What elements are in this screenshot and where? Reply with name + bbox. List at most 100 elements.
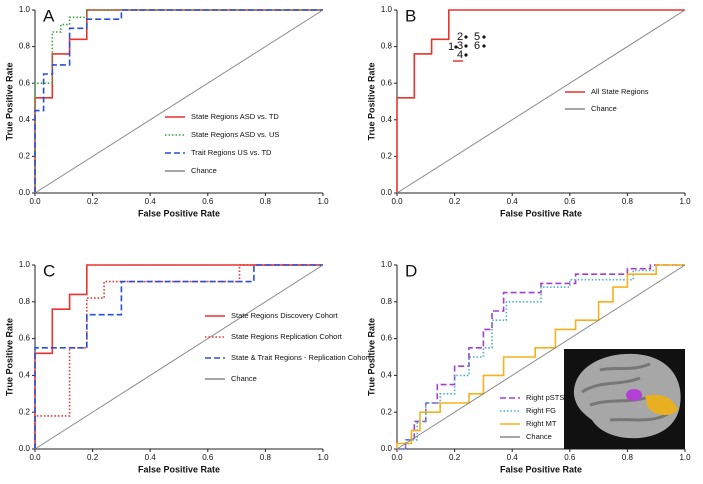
y-tick-label: 0.4: [19, 115, 31, 124]
roc-line: [396, 264, 686, 450]
panel: 0.0 0.2 0.4 0.6 0.8 1.0 0.0 0.2 0.4 0.6 0.8 1.0 Fals…: [366, 5, 691, 218]
panel: 0.0 0.2 0.4 0.6 0.8 1.0 0.0 0.2 0.4 0.6 0.8 1.0 Fals…: [4, 5, 329, 218]
roc-line: [396, 9, 685, 193]
x-tick-label: 0.8: [260, 453, 272, 462]
x-axis-label: False Positive Rate: [500, 464, 582, 474]
roc-line: [34, 264, 323, 449]
panel-label: A: [43, 6, 55, 25]
y-tick-label: 0.2: [19, 152, 31, 161]
legend-label: Chance: [591, 104, 617, 113]
x-tick-label: 0.4: [145, 453, 157, 462]
x-tick-label: 0.8: [260, 197, 272, 206]
annotation-dot: [454, 45, 458, 49]
y-tick-label: 0.6: [381, 78, 393, 87]
y-tick-label: 0.8: [381, 42, 393, 51]
legend-label: State Regions ASD vs. TD: [191, 112, 279, 121]
x-tick-label: 0.0: [29, 197, 41, 206]
y-tick-label: 0.4: [19, 371, 31, 380]
annotation: 3: [457, 40, 463, 52]
annotation: 4: [457, 49, 463, 61]
annotation-dot: [482, 44, 486, 48]
legend-label: Chance: [526, 432, 552, 441]
roc-line: [34, 264, 323, 449]
annotation: 5: [474, 31, 480, 43]
x-tick-label: 1.0: [317, 197, 329, 206]
annotation: 2: [457, 31, 463, 43]
y-tick-label: 0.2: [19, 407, 31, 416]
x-tick-label: 0.2: [87, 197, 99, 206]
y-tick-label: 1.0: [381, 260, 393, 269]
x-axis-label: False Positive Rate: [500, 208, 582, 218]
y-axis-label: True Positive Rate: [366, 62, 376, 140]
x-tick-label: 1.0: [679, 197, 691, 206]
roc-line: [34, 264, 324, 450]
legend-label: Right MT: [526, 419, 557, 428]
x-tick-label: 0.8: [622, 197, 634, 206]
panel-label: C: [43, 261, 55, 280]
roc-line: [396, 9, 686, 194]
y-tick-label: 0.0: [381, 188, 393, 197]
panel-label: B: [405, 6, 416, 25]
y-tick-label: 0.6: [381, 334, 393, 343]
y-axis-label: True Positive Rate: [4, 62, 14, 140]
legend-label: Right FG: [526, 406, 556, 415]
y-tick-label: 0.8: [19, 42, 31, 51]
x-tick-label: 1.0: [317, 453, 329, 462]
panel-label: D: [405, 261, 417, 280]
y-tick-label: 0.0: [19, 444, 31, 453]
y-tick-label: 0.2: [381, 152, 393, 161]
roc-line: [396, 264, 685, 449]
roc-line: [34, 264, 323, 449]
y-tick-label: 0.4: [381, 371, 393, 380]
annotation-dot: [482, 35, 486, 39]
annotation-dot: [464, 53, 468, 57]
x-tick-label: 0.2: [449, 197, 461, 206]
roc-line: [34, 9, 324, 194]
x-tick-label: 0.2: [449, 453, 461, 462]
y-tick-label: 0.2: [381, 407, 393, 416]
y-tick-label: 0.6: [19, 334, 31, 343]
x-tick-label: 0.8: [622, 453, 634, 462]
x-tick-label: 0.4: [145, 197, 157, 206]
legend-label: All State Regions: [591, 87, 649, 96]
legend-label: State Regions ASD vs. US: [191, 130, 279, 139]
brain-image: [564, 349, 685, 449]
x-tick-label: 0.6: [202, 453, 214, 462]
x-axis-label: False Positive Rate: [138, 464, 220, 474]
roc-line: [397, 264, 685, 450]
y-tick-label: 0.6: [19, 78, 31, 87]
legend-label: Right pSTS: [526, 393, 564, 402]
x-tick-label: 0.2: [87, 453, 99, 462]
x-tick-label: 0.6: [564, 453, 576, 462]
annotation-dot: [464, 35, 468, 39]
panel: 0.0 0.2 0.4 0.6 0.8 1.0 0.0 0.2 0.4 0.6 0.8 1.0 Fals…: [4, 260, 371, 474]
x-tick-label: 0.0: [391, 453, 403, 462]
legend-label: Chance: [191, 166, 217, 175]
x-axis-label: False Positive Rate: [138, 208, 220, 218]
annotation-dot: [464, 44, 468, 48]
y-tick-label: 0.8: [381, 297, 393, 306]
annotation: 1: [448, 41, 454, 53]
y-tick-label: 0.8: [19, 297, 31, 306]
annotation: 6: [474, 40, 480, 52]
y-tick-label: 0.0: [381, 444, 393, 453]
y-tick-label: 0.4: [381, 115, 393, 124]
x-tick-label: 1.0: [679, 453, 691, 462]
y-tick-label: 1.0: [381, 5, 393, 14]
x-tick-label: 0.4: [507, 453, 519, 462]
legend-label: State Regions Replication Cohort: [231, 332, 343, 341]
y-tick-label: 1.0: [19, 260, 31, 269]
x-tick-label: 0.4: [507, 197, 519, 206]
y-tick-label: 1.0: [19, 5, 31, 14]
y-axis-label: True Positive Rate: [366, 318, 376, 396]
y-tick-label: 0.0: [19, 188, 31, 197]
x-tick-label: 0.6: [564, 197, 576, 206]
legend-label: State & Trait Regions - Replication Coho…: [231, 353, 371, 362]
x-tick-label: 0.0: [29, 453, 41, 462]
legend-label: Chance: [231, 374, 257, 383]
x-tick-label: 0.0: [391, 197, 403, 206]
legend-label: State Regions Discovery Cohort: [231, 311, 339, 320]
x-tick-label: 0.6: [202, 197, 214, 206]
roc-line: [34, 9, 323, 193]
